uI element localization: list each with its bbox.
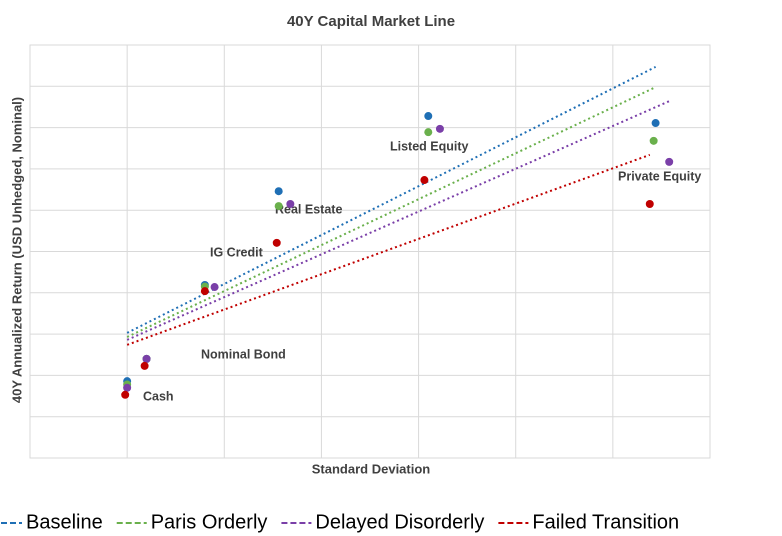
y-axis-label: 40Y Annualized Return (USD Unhedged, Nom… <box>9 97 24 403</box>
market-line <box>126 100 670 341</box>
point <box>142 354 151 363</box>
legend-label: Baseline <box>26 511 103 533</box>
point <box>121 390 130 399</box>
market-line <box>126 65 657 334</box>
asset-label: IG Credit <box>210 245 264 259</box>
point <box>286 200 295 209</box>
point <box>140 361 149 370</box>
asset-label: Nominal Bond <box>201 347 286 361</box>
point <box>420 176 429 185</box>
point <box>424 128 433 137</box>
point <box>210 283 219 292</box>
asset-label: Real Estate <box>275 202 342 216</box>
market-line <box>126 86 657 338</box>
point <box>424 112 433 121</box>
legend-label: Delayed Disorderly <box>315 511 484 533</box>
x-axis-label: Standard Deviation <box>312 461 431 476</box>
chart-title: 40Y Capital Market Line <box>287 13 455 30</box>
legend-label: Failed Transition <box>532 511 679 533</box>
point <box>651 119 660 128</box>
point <box>123 383 132 392</box>
asset-label: Listed Equity <box>390 139 469 153</box>
asset-label: Private Equity <box>618 169 701 183</box>
point <box>274 202 283 211</box>
point <box>272 238 281 247</box>
point <box>645 200 654 209</box>
point <box>200 287 209 296</box>
legend-label: Paris Orderly <box>151 511 268 533</box>
point <box>649 136 658 145</box>
market-line <box>126 153 651 346</box>
point <box>665 157 674 166</box>
point <box>435 124 444 133</box>
asset-label: Cash <box>143 389 174 403</box>
point <box>274 187 283 196</box>
